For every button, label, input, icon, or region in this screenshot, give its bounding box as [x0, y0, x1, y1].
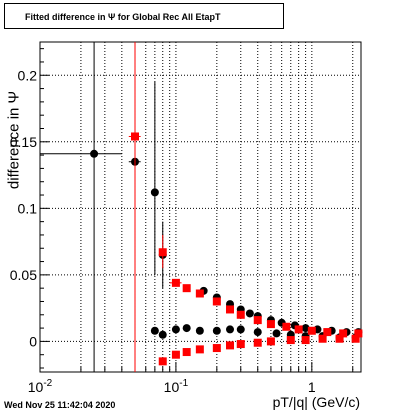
y-axis-label-text: difference in Ψ — [5, 90, 23, 190]
data-point — [253, 316, 262, 325]
data-point — [195, 326, 204, 335]
data-point — [150, 326, 159, 335]
x-axis-label: pT/|q| (GeV/c) — [272, 394, 360, 410]
data-point — [171, 350, 180, 359]
data-point — [226, 325, 235, 334]
chart-title: Fitted difference in Ψ for Global Rec Al… — [4, 3, 284, 29]
data-point — [226, 305, 235, 314]
series-2 — [128, 42, 363, 372]
data-point — [195, 289, 204, 298]
data-point — [301, 324, 310, 333]
data-point — [236, 340, 245, 349]
data-point — [195, 345, 204, 354]
data-point — [307, 326, 316, 335]
data-point — [131, 132, 140, 141]
data-point — [245, 309, 254, 318]
data-point — [182, 348, 191, 357]
data-point — [226, 341, 235, 350]
y-tick-label: 0.2 — [18, 67, 38, 83]
data-point — [212, 297, 221, 306]
data-point — [253, 328, 262, 337]
data-point — [272, 329, 281, 338]
axes — [39, 41, 362, 373]
y-tick-label: 0.1 — [18, 200, 38, 216]
data-point — [335, 334, 344, 343]
data-point — [266, 337, 275, 346]
data-point — [171, 278, 180, 287]
data-point — [158, 248, 167, 257]
data-point — [286, 336, 295, 345]
y-tick-label: 0.15 — [10, 134, 37, 150]
data-point — [266, 320, 275, 329]
timestamp: Wed Nov 25 11:42:04 2020 — [4, 400, 116, 410]
data-point — [158, 330, 167, 339]
y-tick-label: 0.05 — [10, 267, 37, 283]
data-point — [150, 188, 159, 197]
x-tick-label: 10-2 — [28, 378, 53, 395]
data-point — [171, 325, 180, 334]
data-point — [212, 344, 221, 353]
tick-labels: 0 0.05 0.1 0.15 0.2 10-2 10-1 1 — [10, 67, 316, 395]
data-point — [294, 325, 303, 334]
series-1 — [40, 42, 363, 372]
plot-frame — [39, 41, 362, 373]
y-tick-label: 0 — [29, 333, 37, 349]
data-point — [236, 310, 245, 319]
data-point — [354, 329, 363, 338]
y-axis-label: difference in Ψ — [3, 91, 25, 189]
data-point — [236, 325, 245, 334]
data-point — [182, 284, 191, 293]
data-point — [339, 329, 348, 338]
data-point — [282, 322, 291, 331]
grid-lines — [39, 42, 361, 372]
data-point — [158, 357, 167, 366]
data-point — [318, 334, 327, 343]
data-point — [323, 328, 332, 337]
data-point — [253, 338, 262, 347]
data-point — [90, 149, 99, 158]
data-point — [351, 334, 360, 343]
data-series — [40, 42, 363, 372]
chart-title-text: Fitted difference in Ψ for Global Rec Al… — [25, 12, 221, 22]
x-tick-label: 10-1 — [164, 378, 189, 395]
data-point — [212, 326, 221, 335]
data-point — [182, 324, 191, 333]
data-point — [301, 336, 310, 345]
x-tick-label: 1 — [308, 379, 316, 395]
